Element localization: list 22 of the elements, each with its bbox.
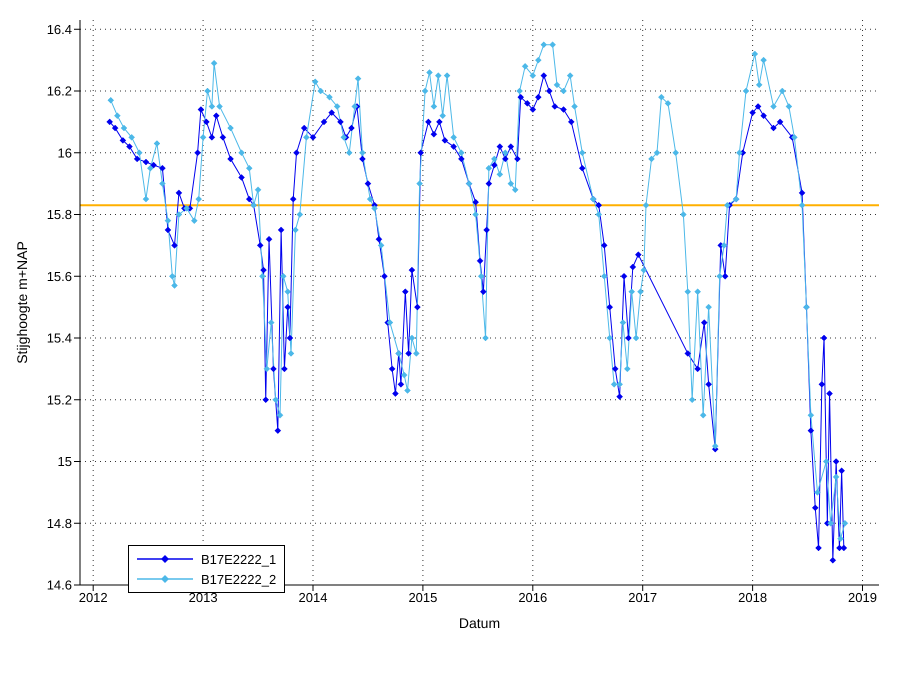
y-tick-label: 16 xyxy=(58,145,72,160)
y-tick-label: 15.6 xyxy=(46,268,72,284)
x-tick-label: 2019 xyxy=(848,590,877,606)
x-tick-label: 2015 xyxy=(408,590,438,606)
y-tick-label: 16.2 xyxy=(46,84,72,99)
y-tick-label: 15.8 xyxy=(46,207,72,222)
y-tick-label: 14.8 xyxy=(46,516,72,531)
y-tick-label: 16.4 xyxy=(46,22,72,37)
y-tick-label: 15.2 xyxy=(46,392,72,408)
legend-label: B17E2222_1 xyxy=(201,552,276,566)
x-axis-title: Datum xyxy=(458,615,500,631)
x-tick-label: 2014 xyxy=(298,590,328,606)
x-tick-label: 2017 xyxy=(628,590,658,606)
legend-label: B17E2222_2 xyxy=(201,572,276,586)
y-tick-label: 15 xyxy=(58,454,72,470)
y-tick-label: 15.4 xyxy=(46,330,72,346)
x-tick-label: 2013 xyxy=(188,590,218,606)
x-tick-label: 2018 xyxy=(738,590,768,606)
y-tick-label: 14.6 xyxy=(46,578,72,593)
x-tick-label: 2012 xyxy=(78,590,108,606)
x-tick-label: 2016 xyxy=(518,590,548,606)
y-axis-title: Stijghoogte m+NAP xyxy=(14,241,30,364)
